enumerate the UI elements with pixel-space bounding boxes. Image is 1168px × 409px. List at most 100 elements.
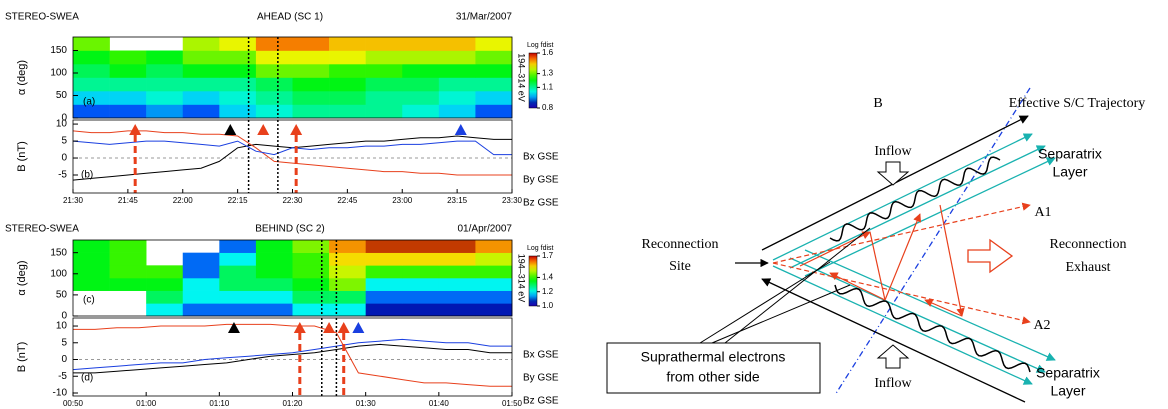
y-tick-label: -10 bbox=[53, 388, 68, 399]
heatmap-cell bbox=[219, 104, 257, 119]
heatmap-cell bbox=[292, 265, 330, 279]
panel-label: (a) bbox=[83, 97, 95, 108]
note-text: from other side bbox=[666, 369, 760, 385]
panel: Bx GSE By GSE Bz GSE 21:30 21:45 22:00 22:15 22… bbox=[16, 119, 559, 209]
heatmap-cell bbox=[146, 303, 184, 317]
heatmap-cell bbox=[146, 91, 184, 105]
heatmap-cell bbox=[255, 252, 293, 266]
heatmap-cell bbox=[329, 77, 366, 92]
heatmap-cell bbox=[109, 252, 147, 266]
heatmap-cell bbox=[402, 104, 440, 119]
exhaust-arrow bbox=[967, 238, 1014, 274]
heatmap-cell bbox=[292, 50, 330, 65]
heatmap-cell bbox=[292, 303, 330, 317]
heatmap-cell bbox=[329, 290, 366, 304]
y-tick-label: 150 bbox=[50, 247, 67, 258]
event-marker bbox=[290, 124, 303, 135]
heatmap-cell bbox=[182, 104, 220, 119]
colorbar bbox=[528, 52, 538, 109]
event-marker bbox=[352, 322, 365, 333]
y-tick-label: 150 bbox=[50, 45, 67, 56]
panel-label: (d) bbox=[81, 373, 93, 384]
trajectory-line bbox=[834, 87, 1031, 396]
exhaust-arrows bbox=[772, 202, 1031, 325]
heatmap-cell bbox=[438, 37, 476, 51]
heatmap-cell bbox=[365, 303, 403, 317]
heatmap-cell bbox=[109, 104, 147, 119]
x-tick-label: 22:15 bbox=[228, 196, 249, 205]
heatmap-cell bbox=[475, 265, 513, 279]
panel: STEREO-SWEA BEHIND (SC 2) 01/Apr/2007 (c) 19… bbox=[5, 224, 554, 322]
heatmap-cell bbox=[219, 265, 257, 279]
site-label: Site bbox=[669, 259, 691, 274]
heatmap-cell bbox=[73, 37, 110, 51]
plot-frame bbox=[72, 119, 513, 194]
heatmap-cell bbox=[255, 77, 293, 92]
legend-entry: Bx GSE bbox=[523, 152, 559, 163]
heatmap-cell bbox=[182, 91, 220, 105]
heatmap-cell bbox=[438, 77, 476, 92]
inflow-arrow bbox=[876, 344, 910, 369]
colorbar-title: Log fdist bbox=[527, 42, 554, 49]
x-tick-label: 22:00 bbox=[173, 196, 194, 205]
x-tick-label: 01:10 bbox=[209, 399, 230, 408]
heatmap-cell bbox=[292, 104, 330, 119]
heatmap-cell bbox=[219, 303, 257, 317]
y-tick-label: 100 bbox=[50, 268, 67, 279]
heatmap-cell bbox=[73, 240, 110, 253]
energy-label: 194–314 eV bbox=[517, 53, 527, 102]
heatmap-cell bbox=[255, 104, 293, 119]
separatrix-label: Separatrix bbox=[1038, 146, 1102, 162]
heatmap-cell bbox=[329, 50, 366, 65]
diagram: Effective S/C Trajectory B Inflow Separa… bbox=[606, 87, 1145, 403]
x-tick-label: 23:00 bbox=[392, 196, 413, 205]
heatmap-cell bbox=[146, 265, 184, 279]
header-right: 01/Apr/2007 bbox=[458, 224, 513, 235]
heatmap-cell bbox=[109, 240, 147, 253]
heatmap-cell bbox=[182, 278, 220, 291]
energy-label: 194–314 eV bbox=[517, 254, 527, 303]
heatmap-cell bbox=[146, 278, 184, 291]
colorbar-tick-label: 1.1 bbox=[542, 82, 554, 91]
heatmap-cell bbox=[73, 278, 110, 291]
heatmap-cell bbox=[255, 303, 293, 317]
heatmap-cell bbox=[255, 278, 293, 291]
series-line bbox=[73, 323, 512, 387]
heatmap-cell bbox=[402, 278, 440, 291]
heatmap-cell bbox=[329, 265, 366, 279]
heatmap-cell bbox=[73, 265, 110, 279]
heatmap-cell bbox=[329, 278, 366, 291]
heatmap-cell bbox=[365, 265, 403, 279]
heatmap-cell bbox=[475, 240, 513, 253]
exhaust-label: Reconnection bbox=[1050, 237, 1127, 252]
heatmap-cell bbox=[438, 91, 476, 105]
a2-label: A2 bbox=[1033, 318, 1050, 333]
heatmap-cell bbox=[109, 91, 147, 105]
heatmap-cell bbox=[365, 290, 403, 304]
heatmap-cell bbox=[182, 37, 220, 51]
note-box bbox=[606, 342, 821, 394]
heatmap-cell bbox=[219, 240, 257, 253]
y-tick-label: 50 bbox=[56, 90, 68, 101]
heatmap-cell bbox=[329, 91, 366, 105]
heatmap-cell bbox=[109, 278, 147, 291]
heatmap-cell bbox=[438, 50, 476, 65]
event-marker bbox=[129, 124, 142, 135]
heatmap-cell bbox=[475, 91, 513, 105]
heatmap-cell bbox=[402, 37, 440, 51]
y-tick-label: 0 bbox=[61, 153, 67, 164]
heatmap-cell bbox=[438, 252, 476, 266]
colorbar-tick-label: 0.8 bbox=[542, 103, 554, 112]
field-line bbox=[761, 278, 1026, 403]
event-marker bbox=[293, 322, 306, 333]
y-tick-label: -5 bbox=[58, 170, 67, 181]
heatmap-cell bbox=[365, 278, 403, 291]
event-marker bbox=[337, 322, 350, 333]
heatmap-cell bbox=[475, 50, 513, 65]
heatmap-cell bbox=[219, 64, 257, 78]
heatmap-cell bbox=[475, 278, 513, 291]
y-tick-label: 0 bbox=[61, 113, 67, 124]
panel: STEREO-SWEA AHEAD (SC 1) 31/Mar/2007 (a) 194… bbox=[5, 12, 554, 124]
y-tick-label: 0 bbox=[61, 311, 67, 322]
field-label: B bbox=[873, 96, 882, 111]
